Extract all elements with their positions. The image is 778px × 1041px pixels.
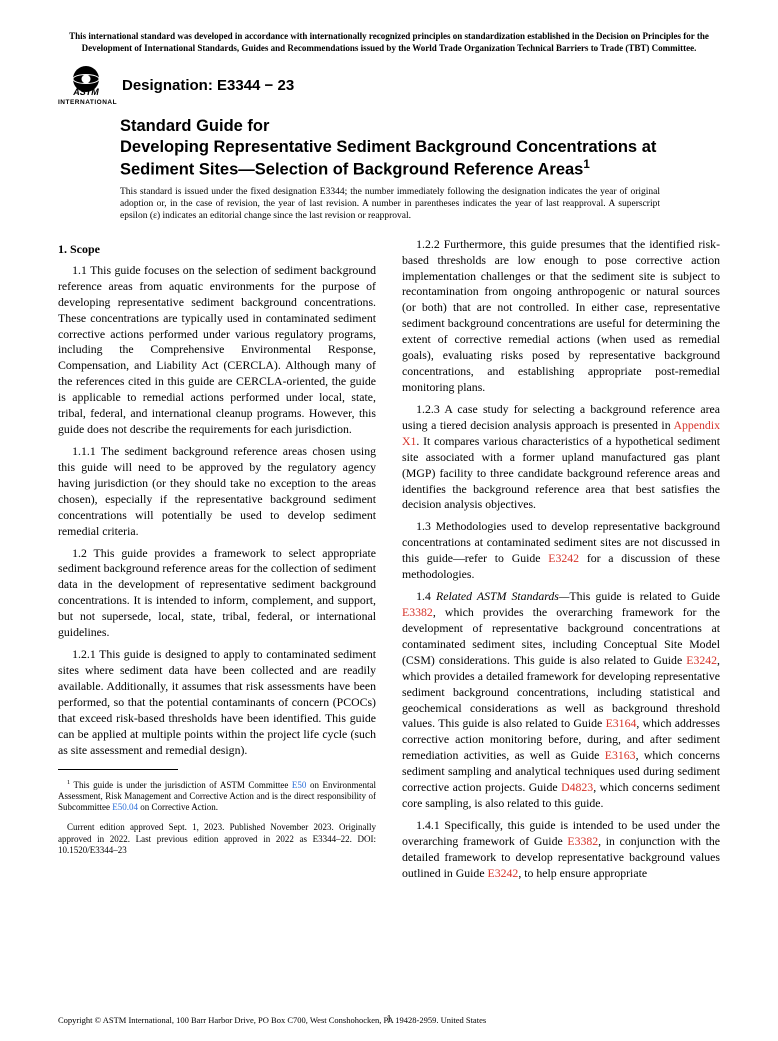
- standard-page: This international standard was develope…: [0, 0, 778, 1041]
- footnote-separator: [58, 769, 178, 770]
- title-note: This standard is issued under the fixed …: [120, 186, 660, 223]
- svg-text:ASTM: ASTM: [72, 87, 99, 97]
- page-number: 1: [0, 1014, 778, 1025]
- committee-link[interactable]: E50: [292, 780, 307, 790]
- designation-code: E3344 − 23: [217, 77, 294, 94]
- footnote-2: Current edition approved Sept. 1, 2023. …: [58, 822, 376, 856]
- para-1-3: 1.3 Methodologies used to develop repres…: [402, 519, 720, 583]
- standard-title: Standard Guide for Developing Representa…: [120, 116, 680, 179]
- para-1-2-2: 1.2.2 Furthermore, this guide presumes t…: [402, 237, 720, 396]
- left-column: 1. Scope 1.1 This guide focuses on the s…: [58, 237, 376, 888]
- ref-e3164[interactable]: E3164: [606, 716, 637, 730]
- para-1-4-1: 1.4.1 Specifically, this guide is intend…: [402, 818, 720, 882]
- footnote-1: 1 This guide is under the jurisdiction o…: [58, 779, 376, 814]
- related-standards-label: Related ASTM Standards—: [436, 589, 569, 603]
- para-1-2: 1.2 This guide provides a framework to s…: [58, 546, 376, 642]
- scope-heading: 1. Scope: [58, 241, 376, 257]
- tbt-notice: This international standard was develope…: [58, 30, 720, 54]
- two-column-body: 1. Scope 1.1 This guide focuses on the s…: [58, 237, 720, 888]
- designation-label: Designation:: [122, 77, 213, 94]
- ref-e3242-a[interactable]: E3242: [548, 551, 579, 565]
- designation: Designation: E3344 − 23: [122, 77, 294, 94]
- subcommittee-link[interactable]: E50.04: [112, 802, 138, 812]
- title-line1: Standard Guide for: [120, 117, 269, 135]
- ref-d4823[interactable]: D4823: [561, 780, 593, 794]
- ref-e3382-b[interactable]: E3382: [567, 834, 598, 848]
- title-super: 1: [583, 159, 589, 171]
- right-column: 1.2.2 Furthermore, this guide presumes t…: [402, 237, 720, 888]
- ref-e3242-c[interactable]: E3242: [488, 866, 519, 880]
- astm-logo: ASTM INTERNATIONAL: [58, 64, 114, 106]
- para-1-2-1: 1.2.1 This guide is designed to apply to…: [58, 647, 376, 758]
- ref-e3242-b[interactable]: E3242: [686, 653, 717, 667]
- logo-label: INTERNATIONAL: [58, 99, 114, 106]
- title-rest: Developing Representative Sediment Backg…: [120, 138, 656, 178]
- header-row: ASTM INTERNATIONAL Designation: E3344 − …: [58, 64, 720, 106]
- para-1-4: 1.4 Related ASTM Standards—This guide is…: [402, 589, 720, 812]
- para-1-1: 1.1 This guide focuses on the selection …: [58, 263, 376, 438]
- ref-e3382-a[interactable]: E3382: [402, 605, 433, 619]
- para-1-2-3: 1.2.3 A case study for selecting a backg…: [402, 402, 720, 513]
- ref-e3163[interactable]: E3163: [605, 748, 636, 762]
- para-1-1-1: 1.1.1 The sediment background reference …: [58, 444, 376, 540]
